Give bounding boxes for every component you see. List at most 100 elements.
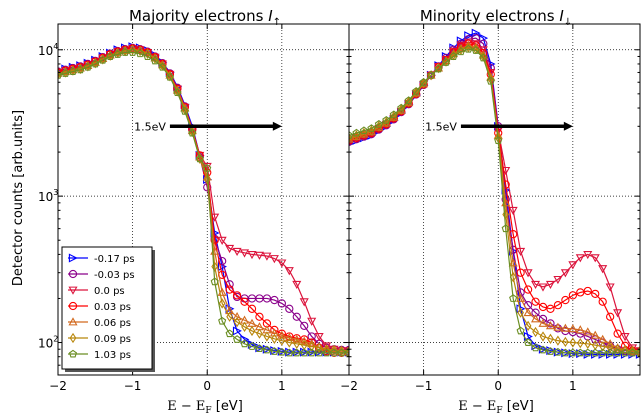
data-point <box>583 332 592 341</box>
data-point <box>248 325 256 337</box>
data-point <box>255 344 264 352</box>
x-tick-label: 1 <box>569 379 577 393</box>
data-point <box>531 297 540 306</box>
data-point <box>256 328 263 339</box>
data-point <box>599 341 607 352</box>
data-point <box>397 104 405 115</box>
data-point <box>583 348 592 357</box>
data-point <box>232 247 242 257</box>
data-point <box>606 342 614 353</box>
data-point <box>225 329 234 338</box>
legend-label: -0.17 ps <box>94 254 135 265</box>
data-point <box>151 53 159 64</box>
data-point <box>420 78 427 89</box>
data-point <box>532 326 539 338</box>
data-point <box>218 316 227 325</box>
data-point <box>441 58 451 66</box>
data-point <box>338 345 345 356</box>
data-point <box>486 76 495 85</box>
axes-frame <box>348 23 641 376</box>
data-point <box>128 48 137 56</box>
data-point <box>269 328 279 337</box>
series-line <box>349 41 640 352</box>
data-point <box>232 312 242 321</box>
data-point <box>217 236 227 245</box>
data-point <box>337 348 346 357</box>
data-point <box>397 103 406 112</box>
legend-marker <box>68 301 78 311</box>
data-point <box>524 320 532 331</box>
panel-minority: −2 −1 0 1 1.5eV <box>340 23 641 393</box>
legend-marker <box>68 317 78 326</box>
data-point <box>538 302 548 312</box>
data-point <box>233 335 242 343</box>
data-point <box>262 345 271 354</box>
data-point <box>91 59 100 68</box>
data-point <box>300 321 309 330</box>
data-point <box>590 254 600 263</box>
data-point <box>605 339 615 348</box>
data-point <box>330 344 338 356</box>
data-point <box>568 348 577 357</box>
data-point <box>285 348 294 357</box>
legend-label: 0.0 ps <box>94 286 125 297</box>
data-point <box>464 31 474 41</box>
data-point <box>292 334 302 343</box>
data-point <box>284 267 294 276</box>
data-point <box>389 110 398 119</box>
data-point <box>575 325 585 334</box>
data-point <box>516 293 526 302</box>
data-point <box>575 254 585 263</box>
data-point <box>382 115 391 124</box>
data-point <box>471 40 481 49</box>
data-point <box>240 339 249 348</box>
data-point <box>262 252 272 261</box>
data-point <box>247 342 257 350</box>
data-point <box>136 45 144 57</box>
data-point <box>606 348 615 357</box>
series-line <box>58 49 349 352</box>
data-point <box>538 345 548 354</box>
data-point <box>508 206 518 216</box>
legend-marker <box>68 286 78 295</box>
data-point <box>61 69 70 77</box>
data-point <box>516 268 525 277</box>
data-point <box>188 128 197 137</box>
data-point <box>412 87 421 95</box>
data-point <box>240 249 250 258</box>
data-point <box>121 48 130 56</box>
data-point <box>590 330 600 339</box>
data-point <box>322 348 331 357</box>
data-point <box>501 224 510 233</box>
data-point <box>277 330 287 339</box>
data-point <box>262 294 272 303</box>
data-point <box>591 348 600 357</box>
x-tick-label: 1 <box>278 379 286 393</box>
data-point <box>240 297 249 306</box>
annotation-label: 1.5eV <box>134 120 166 133</box>
data-point <box>605 283 615 292</box>
data-point <box>195 154 204 163</box>
data-point <box>561 295 570 305</box>
data-point <box>263 331 271 342</box>
data-point <box>315 342 323 353</box>
data-point <box>531 308 540 317</box>
data-point <box>98 55 107 64</box>
y-axis-label: Detector counts [arb.units] <box>11 110 26 286</box>
data-point <box>516 247 526 257</box>
data-point <box>628 348 637 357</box>
data-point <box>173 88 182 97</box>
data-point <box>307 317 317 326</box>
data-point <box>247 304 257 313</box>
legend-label: -0.03 ps <box>94 270 135 281</box>
data-point <box>568 291 577 300</box>
data-point <box>531 343 540 352</box>
data-point <box>560 323 570 332</box>
data-point <box>349 132 353 144</box>
data-point <box>545 321 555 330</box>
data-point <box>516 326 525 335</box>
data-point <box>568 324 578 333</box>
data-point <box>349 136 354 145</box>
data-point <box>509 271 517 283</box>
data-point <box>560 269 570 278</box>
